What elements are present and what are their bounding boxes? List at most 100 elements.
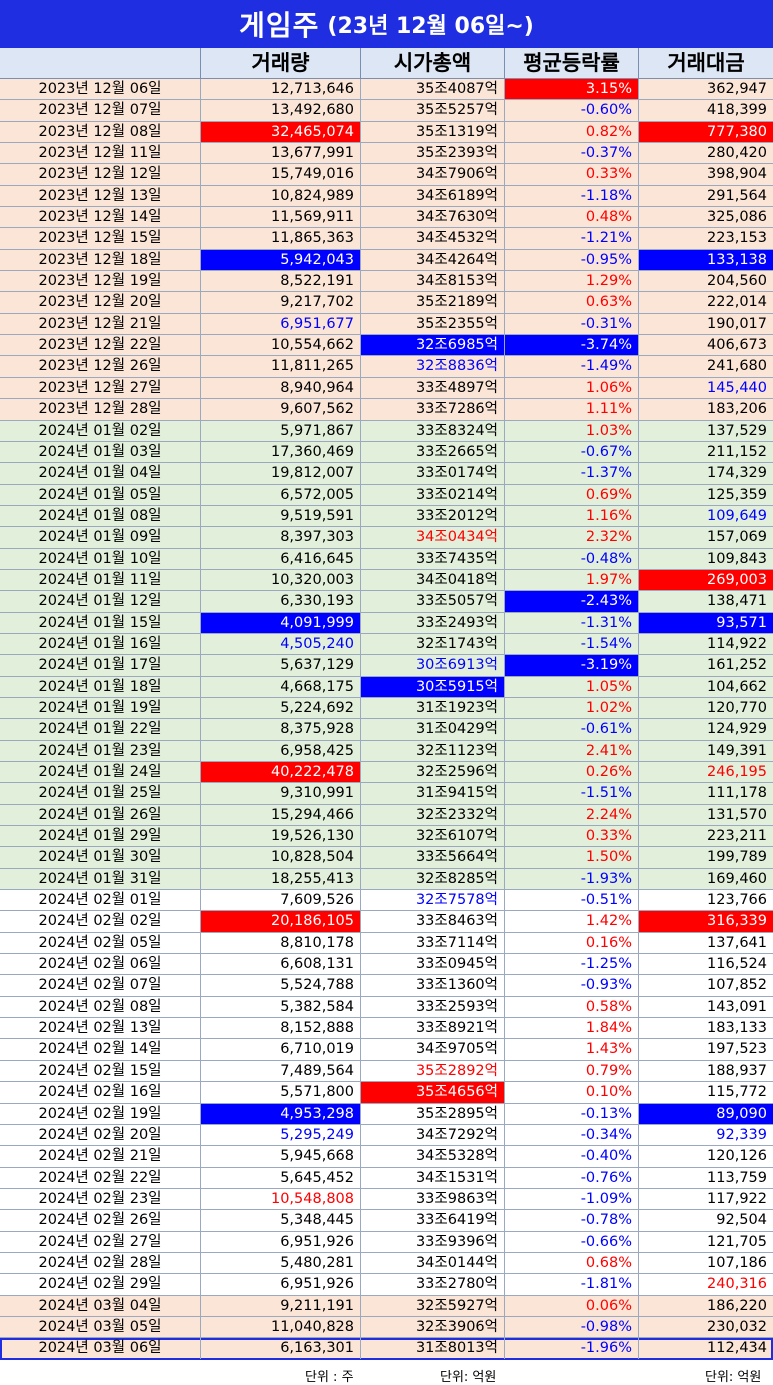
market-cap-cell: 33조7114억: [360, 932, 504, 954]
table-row: 2023년 12월 13일 10,824,989 34조6189억 -1.18% 291…: [0, 185, 773, 208]
volume-cell: 32,465,074: [200, 121, 360, 143]
trade-amount-cell: 143,091: [638, 996, 773, 1018]
table-row: 2024년 01월 08일 9,519,591 33조2012억 1.16% 109,6…: [0, 505, 773, 528]
trade-amount-cell: 124,929: [638, 719, 773, 740]
table-row: 2024년 02월 26일 5,348,445 33조6419억 -0.78% 92,5…: [0, 1210, 773, 1232]
volume-cell: 17,360,469: [200, 441, 360, 463]
market-cap-cell: 33조2780억: [360, 1274, 504, 1295]
volume-cell: 18,255,413: [200, 868, 360, 890]
date-cell: 2024년 01월 31일: [38, 870, 162, 887]
date-cell: 2023년 12월 27일: [38, 379, 162, 396]
header-market-cap: 시가총액: [360, 48, 504, 78]
market-cap-cell: 33조6419억: [360, 1210, 504, 1231]
volume-cell: 9,310,991: [200, 783, 360, 804]
market-cap-cell: 34조0144억: [360, 1252, 504, 1274]
table-row: 2024년 01월 17일 5,637,129 30조6913억 -3.19% 161,…: [0, 655, 773, 677]
volume-cell: 5,571,800: [200, 1082, 360, 1103]
avg-change-cell: -0.78%: [504, 1210, 638, 1231]
avg-change-cell: -1.09%: [504, 1188, 638, 1210]
market-cap-cell: 34조7630억: [360, 207, 504, 228]
market-cap-cell: 33조8921억: [360, 1018, 504, 1039]
volume-cell: 12,713,646: [200, 79, 360, 100]
table-row: 2024년 01월 22일 8,375,928 31조0429억 -0.61% 124,…: [0, 719, 773, 741]
date-cell: 2024년 02월 05일: [38, 934, 162, 951]
trade-amount-cell: 246,195: [638, 762, 773, 783]
table-row: 2024년 01월 18일 4,668,175 30조5915억 1.05% 104,6…: [0, 676, 773, 698]
avg-change-cell: -0.67%: [504, 441, 638, 463]
volume-cell: 5,524,788: [200, 975, 360, 996]
market-cap-cell: 32조5927억: [360, 1295, 504, 1316]
avg-change-cell: -0.51%: [504, 890, 638, 911]
avg-change-cell: -0.40%: [504, 1146, 638, 1167]
volume-cell: 6,951,677: [200, 313, 360, 335]
date-cell: 2024년 01월 05일: [38, 486, 162, 503]
market-cap-cell: 35조2393억: [360, 143, 504, 164]
table-row: 2024년 02월 16일 5,571,800 35조4656억 0.10% 115,7…: [0, 1082, 773, 1104]
volume-cell: 40,222,478: [200, 762, 360, 783]
header-date: [0, 48, 200, 78]
trade-amount-cell: 291,564: [638, 185, 773, 207]
volume-cell: 15,294,466: [200, 804, 360, 826]
market-cap-cell: 33조8324억: [360, 420, 504, 441]
date-cell: 2023년 12월 12일: [38, 166, 162, 183]
trade-amount-cell: 92,339: [638, 1124, 773, 1146]
avg-change-cell: 2.24%: [504, 804, 638, 826]
volume-cell: 13,492,680: [200, 100, 360, 121]
market-cap-cell: 33조7435억: [360, 548, 504, 569]
avg-change-cell: 1.50%: [504, 847, 638, 868]
trade-amount-cell: 114,922: [638, 633, 773, 655]
avg-change-cell: -0.66%: [504, 1231, 638, 1252]
table-row: 2024년 02월 06일 6,608,131 33조0945억 -1.25% 116,…: [0, 954, 773, 976]
market-cap-cell: 35조2189억: [360, 292, 504, 313]
volume-cell: 11,040,828: [200, 1316, 360, 1338]
date-cell: 2024년 03월 06일: [38, 1340, 162, 1357]
volume-cell: 11,569,911: [200, 207, 360, 228]
trade-amount-cell: 121,705: [638, 1231, 773, 1252]
trade-amount-cell: 269,003: [638, 569, 773, 591]
market-cap-cell: 33조7286억: [360, 399, 504, 420]
market-cap-cell: 32조2596억: [360, 762, 504, 783]
volume-cell: 19,812,007: [200, 463, 360, 484]
avg-change-cell: 0.82%: [504, 121, 638, 143]
volume-cell: 9,211,191: [200, 1295, 360, 1316]
date-cell: 2023년 12월 11일: [38, 145, 162, 162]
market-cap-cell: 33조0214억: [360, 484, 504, 505]
trade-amount-cell: 123,766: [638, 890, 773, 911]
market-cap-cell: 30조6913억: [360, 655, 504, 676]
page-subtitle: (23년 12월 06일~): [327, 14, 534, 39]
avg-change-cell: 3.15%: [504, 79, 638, 100]
footer-unit-volume: 단위 : 주: [305, 1370, 354, 1385]
market-cap-cell: 33조5664억: [360, 847, 504, 868]
date-cell: 2024년 01월 03일: [38, 443, 162, 460]
volume-cell: 6,163,301: [200, 1338, 360, 1359]
table-row: 2024년 02월 07일 5,524,788 33조1360억 -0.93% 107,…: [0, 975, 773, 997]
market-cap-cell: 34조6189억: [360, 185, 504, 207]
market-cap-cell: 32조6985억: [360, 335, 504, 356]
market-cap-cell: 35조2895억: [360, 1103, 504, 1124]
avg-change-cell: -0.37%: [504, 143, 638, 164]
date-cell: 2024년 02월 21일: [38, 1148, 162, 1165]
table-row: 2024년 01월 11일 10,320,003 34조0418억 1.97% 269,…: [0, 569, 773, 592]
volume-cell: 5,348,445: [200, 1210, 360, 1231]
market-cap-cell: 31조8013억: [360, 1338, 504, 1359]
date-cell: 2024년 01월 19일: [38, 699, 162, 716]
trade-amount-cell: 188,937: [638, 1060, 773, 1082]
market-cap-cell: 34조9705억: [360, 1039, 504, 1060]
table-row: 2024년 02월 05일 8,810,178 33조7114억 0.16% 137,6…: [0, 932, 773, 955]
trade-amount-cell: 107,186: [638, 1252, 773, 1274]
avg-change-cell: -0.76%: [504, 1167, 638, 1188]
market-cap-cell: 35조4087억: [360, 79, 504, 100]
volume-cell: 6,572,005: [200, 484, 360, 505]
volume-cell: 19,526,130: [200, 826, 360, 847]
date-cell: 2024년 01월 26일: [38, 806, 162, 823]
market-cap-cell: 33조4897억: [360, 377, 504, 399]
avg-change-cell: -1.18%: [504, 185, 638, 207]
market-cap-cell: 35조1319억: [360, 121, 504, 143]
date-cell: 2024년 01월 25일: [38, 785, 162, 802]
trade-amount-cell: 418,399: [638, 100, 773, 121]
market-cap-cell: 31조0429억: [360, 719, 504, 740]
avg-change-cell: -3.19%: [504, 655, 638, 676]
avg-change-cell: -1.49%: [504, 356, 638, 377]
avg-change-cell: 1.03%: [504, 420, 638, 441]
footer-unit-cap: 단위: 억원: [440, 1370, 497, 1385]
